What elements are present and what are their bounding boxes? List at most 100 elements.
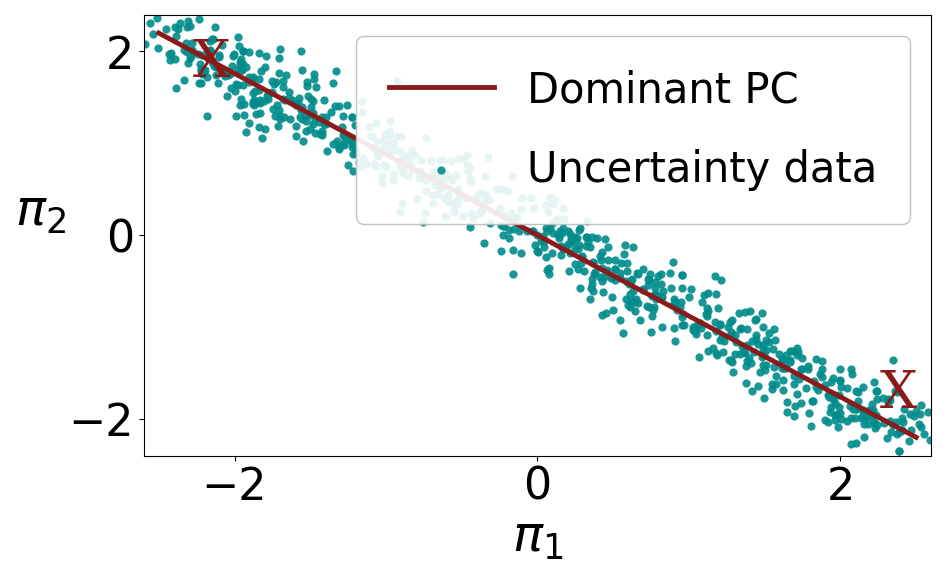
Uncertainty data [568,233,583,242]
Uncertainty data [833,383,849,392]
Y-axis label: $\pi_2$: $\pi_2$ [15,188,66,235]
Uncertainty data [248,110,263,119]
Uncertainty data [814,365,829,374]
Uncertainty data [717,336,732,346]
Uncertainty data [249,98,264,107]
Uncertainty data [472,188,487,197]
Uncertainty data [893,427,908,436]
Uncertainty data [217,70,232,79]
Uncertainty data [337,141,352,150]
Uncertainty data [235,81,250,90]
Uncertainty data [266,105,281,114]
Uncertainty data [294,114,309,123]
Uncertainty data [449,195,464,204]
Uncertainty data [782,357,797,366]
Uncertainty data [759,336,774,345]
Uncertainty data [902,410,917,419]
Uncertainty data [744,358,759,368]
Uncertainty data [291,93,307,103]
Uncertainty data [281,88,296,97]
Uncertainty data [789,351,804,360]
Uncertainty data [471,189,486,198]
Uncertainty data [325,140,341,149]
Uncertainty data [882,416,897,425]
Uncertainty data [299,127,314,136]
Uncertainty data [257,63,272,72]
Uncertainty data [625,242,640,252]
Uncertainty data [287,98,302,107]
Uncertainty data [828,410,843,419]
Uncertainty data [842,402,857,411]
Uncertainty data [197,65,212,74]
Uncertainty data [707,271,722,280]
Uncertainty data [254,133,270,143]
Uncertainty data [315,127,330,136]
Uncertainty data [808,382,823,391]
Uncertainty data [550,215,565,224]
Uncertainty data [447,204,462,213]
Text: X: X [879,368,917,419]
Uncertainty data [707,317,722,327]
Uncertainty data [612,274,627,283]
Uncertainty data [264,87,279,96]
Uncertainty data [823,377,838,387]
Uncertainty data [648,294,663,304]
Uncertainty data [247,96,262,105]
Uncertainty data [622,303,637,312]
Uncertainty data [594,248,609,257]
Uncertainty data [450,155,465,164]
Uncertainty data [561,226,576,235]
Uncertainty data [843,365,858,374]
Uncertainty data [214,64,229,73]
Uncertainty data [748,331,763,340]
Uncertainty data [632,316,647,325]
Uncertainty data [724,328,739,337]
Uncertainty data [555,204,570,213]
Uncertainty data [184,46,200,55]
Uncertainty data [303,110,318,119]
Uncertainty data [462,174,477,183]
Uncertainty data [510,213,525,222]
Uncertainty data [572,283,587,293]
Uncertainty data [712,320,727,329]
Uncertainty data [489,185,504,194]
Uncertainty data [766,325,781,334]
Uncertainty data [553,250,569,259]
Uncertainty data [184,49,200,58]
Uncertainty data [505,269,520,279]
Uncertainty data [735,347,750,357]
Uncertainty data [511,226,526,235]
Uncertainty data [305,120,320,129]
Uncertainty data [339,133,354,143]
Uncertainty data [816,415,832,424]
Uncertainty data [368,162,383,171]
Uncertainty data [234,94,249,103]
Uncertainty data [336,138,351,148]
Uncertainty data [699,304,714,313]
Uncertainty data [184,39,200,48]
Uncertainty data [848,414,863,423]
Uncertainty data [444,157,459,166]
Uncertainty data [758,361,773,370]
Uncertainty data [150,44,166,53]
Uncertainty data [529,230,544,239]
Uncertainty data [256,96,272,106]
Uncertainty data [622,297,638,306]
Uncertainty data [159,25,174,34]
Uncertainty data [278,96,293,105]
Uncertainty data [383,147,398,156]
Uncertainty data [832,377,848,386]
Uncertainty data [635,264,650,273]
Uncertainty data [644,311,659,320]
Uncertainty data [544,249,559,258]
Uncertainty data [755,340,770,349]
Uncertainty data [755,353,770,362]
Uncertainty data [732,324,747,334]
Uncertainty data [331,102,346,111]
Uncertainty data [810,385,825,395]
Uncertainty data [394,155,410,164]
Uncertainty data [856,419,871,429]
Uncertainty data [500,186,516,196]
Uncertainty data [404,165,419,174]
Uncertainty data [471,210,486,219]
